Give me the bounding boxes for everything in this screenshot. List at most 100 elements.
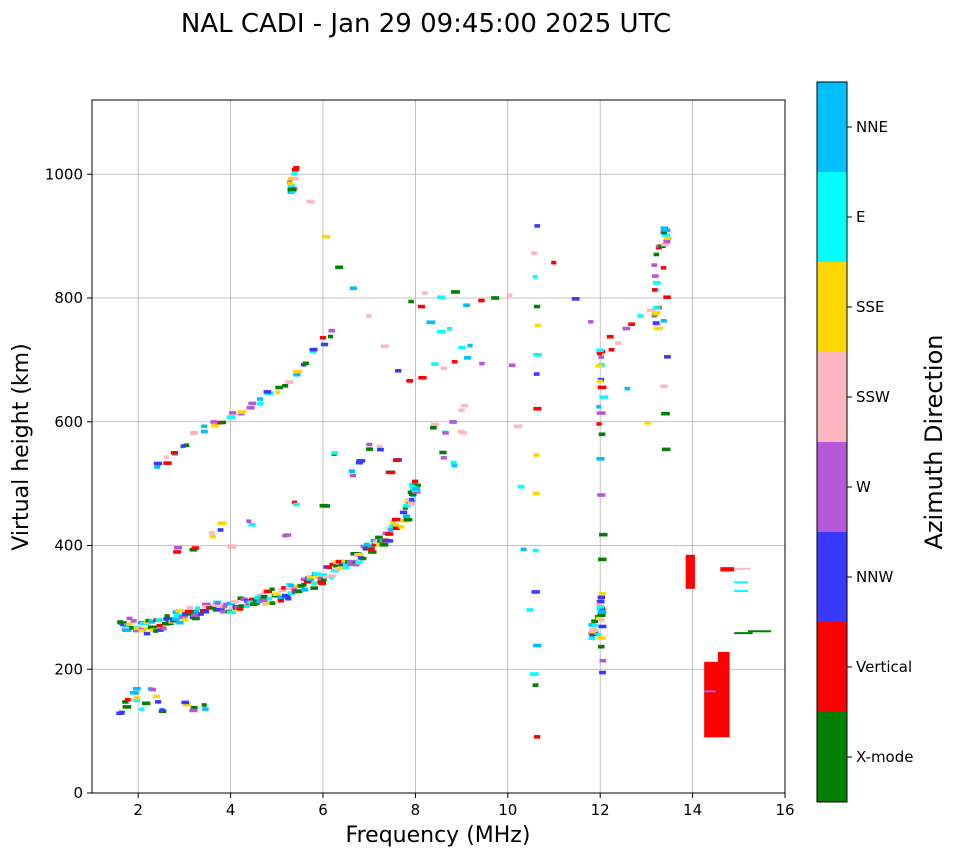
echo-point <box>452 359 458 364</box>
echo-point <box>431 362 439 366</box>
colorbar-segment <box>817 622 847 712</box>
echo-point <box>388 528 394 532</box>
echo-point <box>139 707 145 712</box>
echo-point <box>598 557 607 562</box>
echo-point <box>652 306 661 310</box>
echo-point <box>624 386 631 391</box>
echo-point <box>446 326 453 331</box>
echo-point <box>248 523 256 527</box>
echo-point <box>222 604 228 609</box>
echo-block <box>685 554 695 589</box>
echo-point <box>402 506 408 510</box>
echo-point <box>597 385 607 390</box>
echo-point <box>663 239 671 244</box>
echo-point <box>599 395 609 399</box>
echo-point <box>248 401 257 406</box>
echo-point <box>450 460 457 465</box>
echo-point <box>529 672 539 676</box>
echo-point <box>147 625 157 630</box>
echo-point <box>599 591 606 596</box>
echo-point <box>320 573 328 577</box>
echo-point <box>266 596 273 601</box>
colorbar-tick-label: SSW <box>856 388 890 406</box>
echo-point <box>256 397 263 401</box>
echo-point <box>349 286 357 291</box>
echo-point <box>651 274 659 278</box>
echo-point <box>347 562 354 567</box>
echo-point <box>391 517 401 522</box>
colorbar: X-mode Vertical NNW W SSW SSE E NNE <box>816 81 913 803</box>
echo-point <box>652 281 661 285</box>
echo-point <box>284 533 292 537</box>
x-axis-label: Frequency (MHz) <box>346 823 531 848</box>
echo-point <box>209 534 217 539</box>
echo-point <box>319 335 326 340</box>
echo-point <box>343 565 350 570</box>
echo-point <box>478 298 485 303</box>
echo-point <box>322 575 328 579</box>
echo-point <box>375 535 383 540</box>
echo-point <box>399 510 408 515</box>
echo-point <box>622 326 631 331</box>
echo-point <box>532 274 538 279</box>
echo-point <box>597 379 603 384</box>
echo-point <box>588 631 596 635</box>
echo-point <box>191 546 199 550</box>
echo-point <box>392 526 400 531</box>
echo-point <box>458 408 465 413</box>
echo-point <box>215 607 225 612</box>
echo-point <box>598 355 604 359</box>
plot-area <box>92 100 785 793</box>
echo-point <box>377 447 384 452</box>
y-tick-label: 0 <box>73 784 83 802</box>
echo-point <box>328 574 336 578</box>
echo-point <box>412 479 419 484</box>
echo-point <box>508 363 516 368</box>
echo-point <box>180 444 186 448</box>
echo-block <box>734 590 749 593</box>
echo-point <box>214 601 221 605</box>
echo-point <box>532 491 540 496</box>
echo-point <box>412 483 421 488</box>
echo-point <box>288 176 294 181</box>
echo-point <box>156 623 163 628</box>
echo-point <box>246 519 252 523</box>
echo-point <box>306 199 315 204</box>
y-tick-label: 800 <box>54 289 83 307</box>
echo-point <box>430 422 440 427</box>
echo-point <box>597 605 605 609</box>
echo-point <box>406 379 414 383</box>
echo-point <box>389 524 398 529</box>
echo-point <box>153 694 160 699</box>
plot-frame <box>91 99 786 794</box>
echo-point <box>596 457 605 461</box>
echo-point <box>596 633 602 637</box>
echo-point <box>182 612 188 616</box>
echo-point <box>596 404 602 409</box>
echo-point <box>337 566 346 570</box>
echo-point <box>312 572 321 576</box>
y-axis-ticks: 0 200 400 600 800 1000 <box>45 165 92 802</box>
echo-point <box>183 702 191 707</box>
echo-point <box>148 619 155 624</box>
echo-point <box>615 341 622 345</box>
echo-point <box>360 556 367 561</box>
echo-point <box>122 705 132 709</box>
echo-point <box>211 423 219 428</box>
echo-block <box>704 690 716 693</box>
echo-point <box>660 384 668 389</box>
echo-point <box>534 323 542 328</box>
echo-point <box>520 547 527 552</box>
x-tick-label: 8 <box>411 801 421 819</box>
echo-point <box>394 369 402 373</box>
echo-point <box>186 612 193 616</box>
echo-point <box>371 542 378 547</box>
echo-point <box>591 619 599 623</box>
echo-point <box>368 547 375 552</box>
echo-point <box>197 612 204 616</box>
echo-point <box>162 621 171 626</box>
echo-point <box>259 598 268 603</box>
echo-point <box>531 590 540 594</box>
echo-point <box>407 502 417 506</box>
echo-point <box>440 366 447 370</box>
